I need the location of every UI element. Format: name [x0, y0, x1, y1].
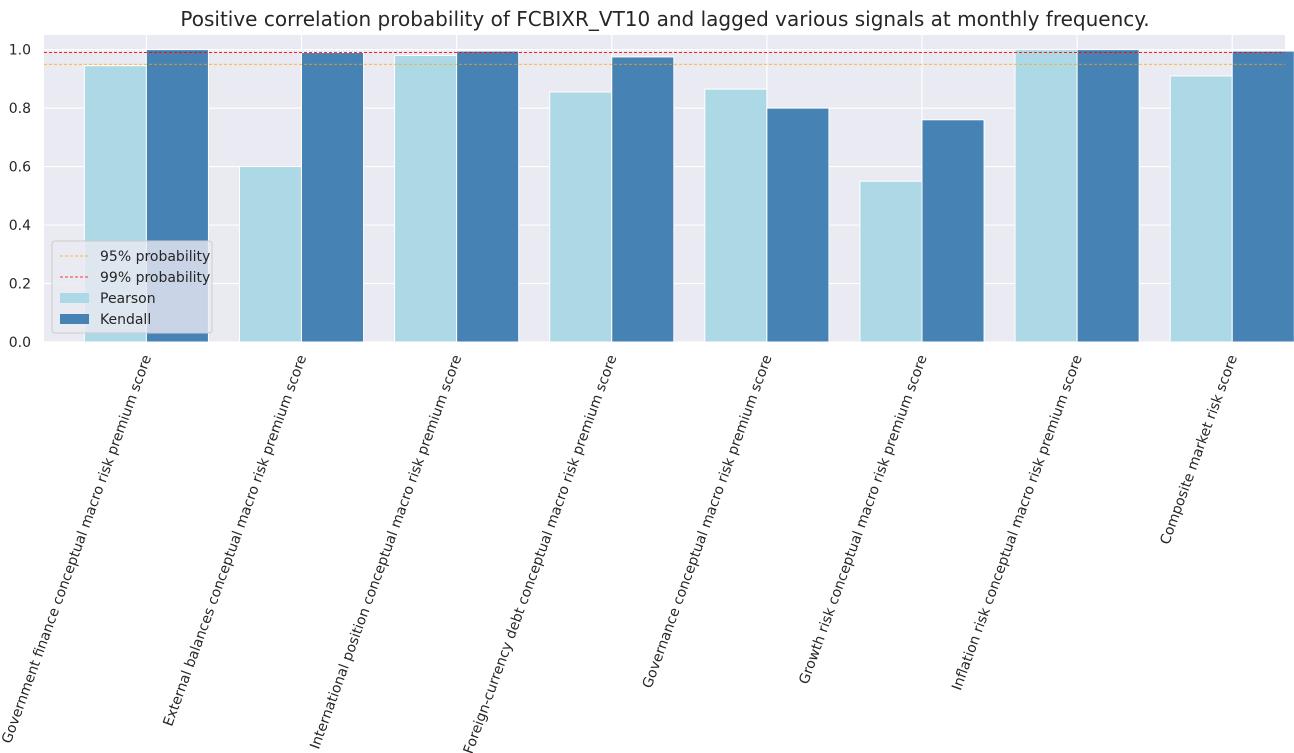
y-tick-label: 0.0: [9, 335, 31, 351]
x-tick-label: Growth risk conceptual macro risk premiu…: [796, 353, 930, 687]
bars: [83, 49, 1294, 343]
y-tick-label: 1.0: [9, 43, 31, 59]
bar-pearson: [1014, 49, 1078, 343]
y-tick-label: 0.2: [9, 277, 31, 293]
bar-pearson: [238, 166, 303, 343]
legend: 95% probability 99% probability Pearson Ken…: [51, 240, 213, 334]
bar-kendall: [1231, 50, 1294, 343]
legend-label: 99% probability: [100, 270, 210, 286]
bar-kendall: [456, 50, 520, 343]
legend-label: Pearson: [100, 291, 156, 307]
bar-pearson: [394, 54, 458, 343]
x-tick-label: International position conceptual macro …: [307, 353, 465, 751]
bar-kendall: [301, 52, 365, 343]
bar-kendall: [1076, 49, 1140, 343]
bar-kendall: [921, 119, 985, 343]
legend-patch-swatch: [60, 314, 89, 324]
y-tick-label: 0.6: [9, 160, 31, 176]
x-tick-label: Composite market risk score: [1157, 353, 1241, 547]
chart-title: Positive correlation probability of FCBI…: [180, 7, 1149, 31]
bar-pearson: [1169, 75, 1233, 343]
x-axis-ticks: Government finance conceptual macro risk…: [0, 353, 1241, 753]
x-tick-label: Government finance conceptual macro risk…: [0, 353, 155, 746]
x-tick-label: Inflation risk conceptual macro risk pre…: [949, 353, 1086, 693]
legend-patch-swatch: [60, 293, 89, 303]
bar-kendall: [611, 56, 675, 343]
y-axis-ticks: 0.0 0.2 0.4 0.6 0.8 1.0: [9, 43, 31, 351]
x-tick-label: Foreign-currency debt conceptual macro r…: [461, 353, 621, 753]
reference-lines: [44, 52, 1285, 65]
bar-kendall: [766, 107, 830, 343]
legend-label: 95% probability: [100, 249, 210, 265]
y-tick-label: 0.4: [9, 218, 31, 234]
y-tick-label: 0.8: [9, 101, 31, 117]
bar-pearson: [549, 91, 613, 343]
x-tick-label: External balances conceptual macro risk …: [160, 353, 310, 729]
bar-pearson: [704, 88, 768, 343]
legend-box: [51, 240, 213, 334]
legend-label: Kendall: [100, 312, 151, 328]
bar-pearson: [859, 180, 923, 343]
x-tick-label: Governance conceptual macro risk premium…: [640, 353, 776, 691]
